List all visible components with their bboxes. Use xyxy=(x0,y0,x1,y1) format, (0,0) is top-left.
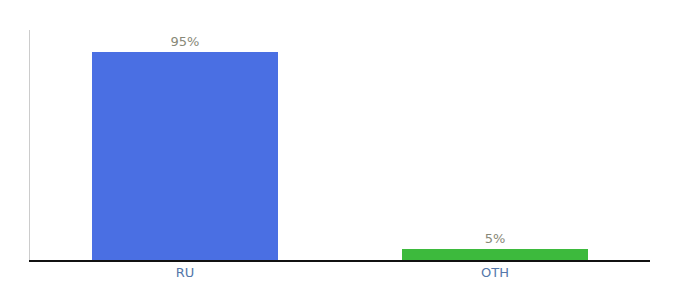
svg-text:RU: RU xyxy=(176,265,195,280)
svg-text:95%: 95% xyxy=(171,34,200,49)
svg-text:5%: 5% xyxy=(485,231,506,246)
svg-text:OTH: OTH xyxy=(481,265,509,280)
